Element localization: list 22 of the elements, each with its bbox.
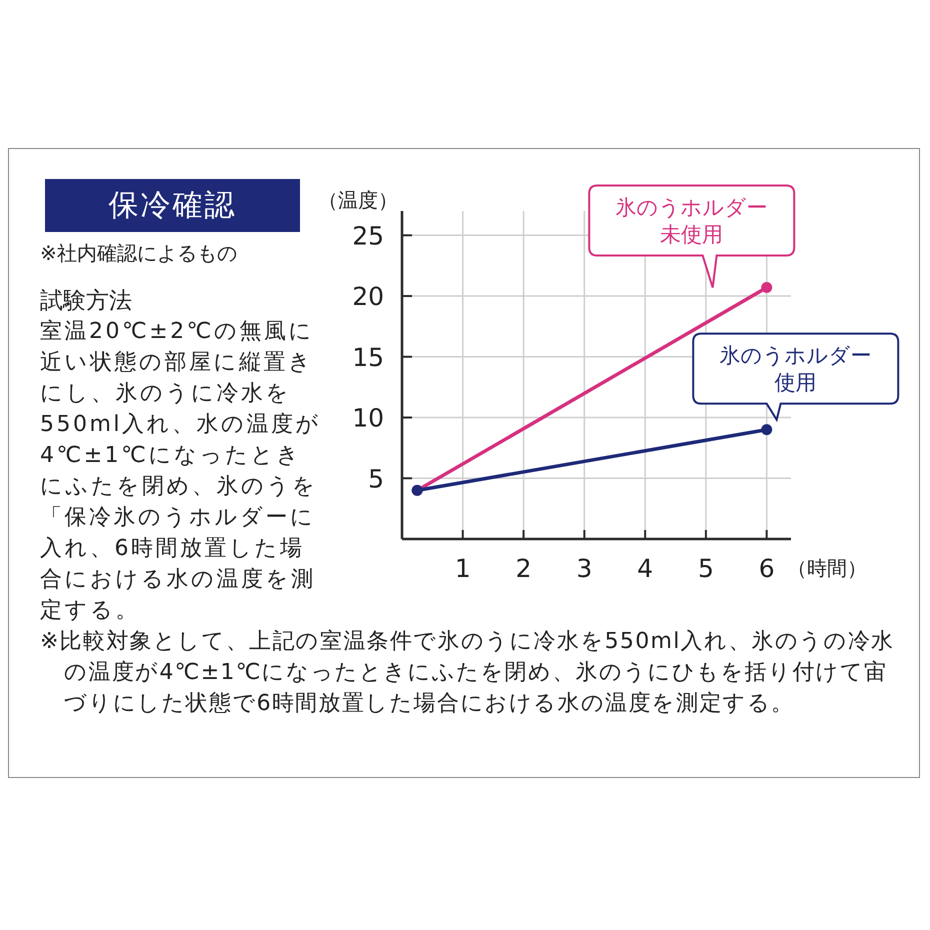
point xyxy=(761,282,772,294)
text: 試験方法 xyxy=(40,288,132,314)
text: ※比較対象として、上記の室温条件で氷のうに冷水を550ml入れ、氷のうの冷水の温度が4℃±1℃になったときにふたを閉め、氷のうにひもを括り付けて宙づりにした状態で6時間放置した場合における水の温度を測定する。 xyxy=(40,628,896,718)
x-tick-label: 3 xyxy=(576,554,592,583)
y-axis-title: （温度） xyxy=(318,188,398,212)
y-tick-label: 5 xyxy=(368,464,384,494)
chart-title: 保冷確認 xyxy=(45,179,300,232)
x-tick-label: 5 xyxy=(698,554,714,583)
x-tick-label: 4 xyxy=(637,554,654,583)
x-tick-label: 6 xyxy=(758,554,775,583)
x-tick-label: 2 xyxy=(516,554,532,583)
point xyxy=(761,424,772,436)
x-tick-label: 1 xyxy=(454,554,471,583)
text: 室温20℃±2℃の無風に近い状態の部屋に縦置きにし、氷のうに冷水を550ml入れ、水の温度が4℃±1℃になったときにふたを閉め、氷のうを「保冷氷のうホルダーに入れ、6時間放置した場合における水の温度を測定する。 xyxy=(40,319,322,623)
text: ※社内確認によるもの xyxy=(40,241,237,265)
y-tick-label: 15 xyxy=(352,342,384,372)
x-axis-title: （時間） xyxy=(787,556,867,580)
text: 氷のうホルダー使用 xyxy=(720,344,872,395)
y-tick-label: 25 xyxy=(352,221,384,250)
y-tick-label: 10 xyxy=(352,404,384,433)
y-tick-label: 20 xyxy=(352,282,384,312)
series-label: 氷のうホルダー未使用 xyxy=(616,196,768,247)
